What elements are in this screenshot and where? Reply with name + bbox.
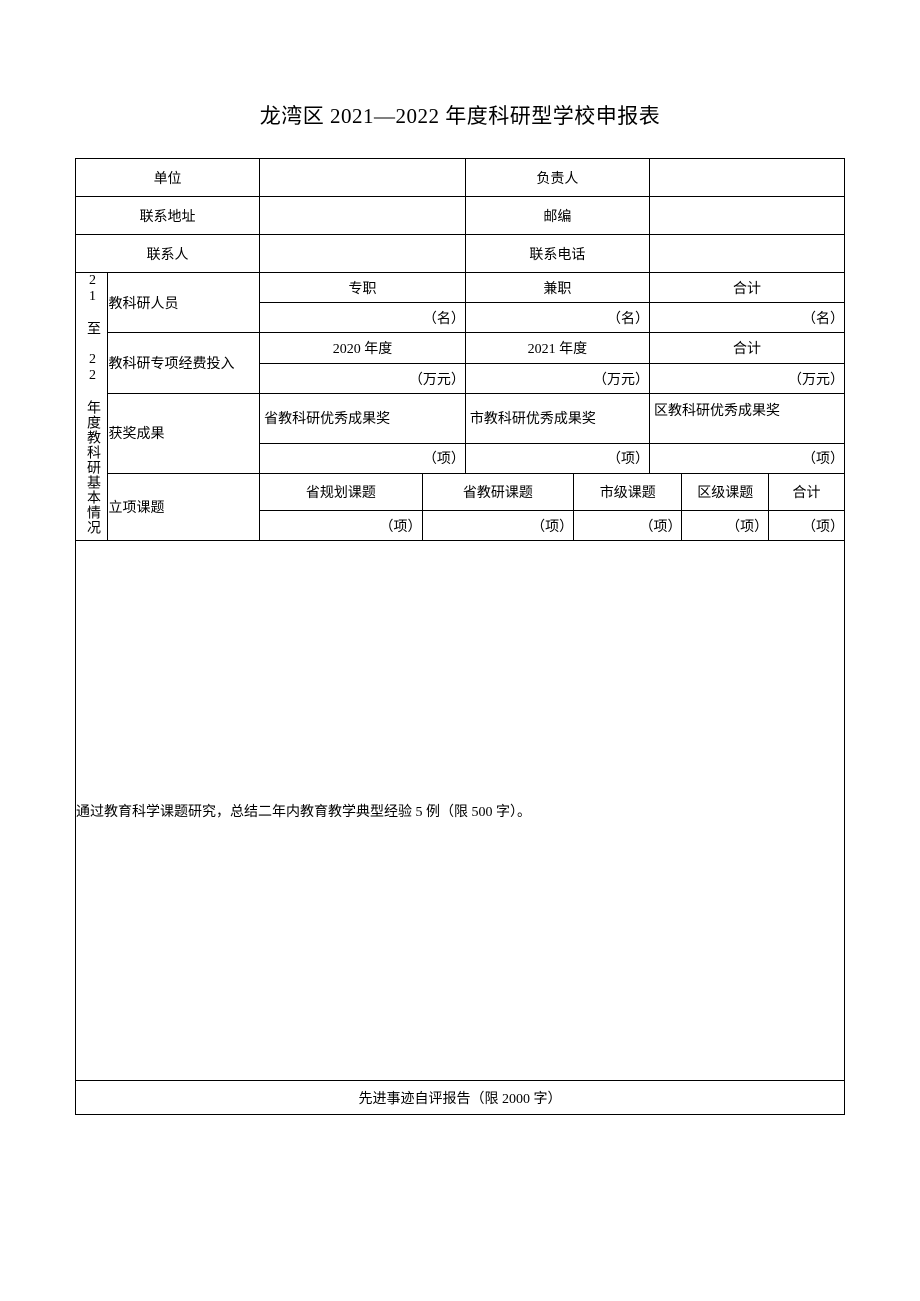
section3-unit3[interactable]: （项） — [649, 443, 844, 473]
section4-unit1[interactable]: （项） — [260, 511, 422, 541]
contact-value[interactable] — [260, 235, 466, 273]
phone-value[interactable] — [649, 235, 844, 273]
section1-col1: 专职 — [260, 273, 466, 303]
section4-unit5[interactable]: （项） — [769, 511, 845, 541]
section1-unit1[interactable]: （名） — [260, 303, 466, 333]
experience-cell[interactable]: 通过教育科学课题研究，总结二年内教育教学典型经验 5 例（限 500 字）。 — [76, 541, 845, 1081]
section1-col3: 合计 — [649, 273, 844, 303]
section3-col3: 区教科研优秀成果奖 — [649, 394, 844, 443]
page-title: 龙湾区 2021—2022 年度科研型学校申报表 — [75, 100, 845, 130]
section1-unit3[interactable]: （名） — [649, 303, 844, 333]
section2-col1: 2020 年度 — [260, 333, 466, 364]
address-label: 联系地址 — [76, 197, 260, 235]
section4-unit2[interactable]: （项） — [422, 511, 574, 541]
section3-label: 获奖成果 — [108, 394, 260, 473]
section4-unit3[interactable]: （项） — [574, 511, 682, 541]
report-label: 先进事迹自评报告（限 2000 字） — [76, 1081, 845, 1115]
section2-unit3[interactable]: （万元） — [649, 364, 844, 394]
section1-col2: 兼职 — [465, 273, 649, 303]
leader-label: 负责人 — [465, 159, 649, 197]
section4-label: 立项课题 — [108, 473, 260, 540]
section2-unit2[interactable]: （万元） — [465, 364, 649, 394]
section4-col4: 区级课题 — [682, 473, 769, 510]
postcode-value[interactable] — [649, 197, 844, 235]
leader-value[interactable] — [649, 159, 844, 197]
section3-col2: 市教科研优秀成果奖 — [465, 394, 649, 443]
section3-unit1[interactable]: （项） — [260, 443, 466, 473]
section4-col2: 省教研课题 — [422, 473, 574, 510]
section4-col1: 省规划课题 — [260, 473, 422, 510]
section2-col3: 合计 — [649, 333, 844, 364]
unit-label: 单位 — [76, 159, 260, 197]
section4-col3: 市级课题 — [574, 473, 682, 510]
unit-value[interactable] — [260, 159, 466, 197]
form-table: 单位 负责人 联系地址 邮编 联系人 联系电话 21 至 22 年度教科研基本情… — [75, 158, 845, 1115]
side-label: 21 至 22 年度教科研基本情况 — [76, 273, 108, 541]
section3-unit2[interactable]: （项） — [465, 443, 649, 473]
section1-label: 教科研人员 — [108, 273, 260, 333]
section4-col5: 合计 — [769, 473, 845, 510]
section4-unit4[interactable]: （项） — [682, 511, 769, 541]
postcode-label: 邮编 — [465, 197, 649, 235]
section2-unit1[interactable]: （万元） — [260, 364, 466, 394]
section1-unit2[interactable]: （名） — [465, 303, 649, 333]
section2-col2: 2021 年度 — [465, 333, 649, 364]
phone-label: 联系电话 — [465, 235, 649, 273]
address-value[interactable] — [260, 197, 466, 235]
section3-col1: 省教科研优秀成果奖 — [260, 394, 466, 443]
section2-label: 教科研专项经费投入 — [108, 333, 260, 394]
contact-label: 联系人 — [76, 235, 260, 273]
experience-label: 通过教育科学课题研究，总结二年内教育教学典型经验 5 例（限 500 字）。 — [76, 805, 531, 820]
